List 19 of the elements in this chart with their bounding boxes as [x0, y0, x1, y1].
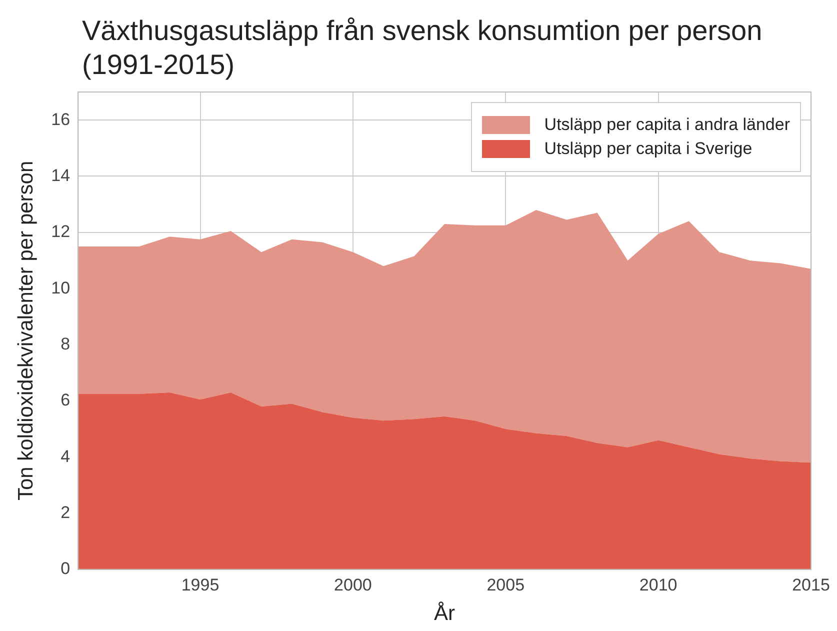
- y-tick-label: 14: [51, 166, 70, 185]
- x-tick-label: 2005: [486, 575, 525, 594]
- legend-label: Utsläpp per capita i Sverige: [544, 139, 752, 159]
- x-tick-label: 2000: [334, 575, 372, 594]
- y-tick-label: 12: [51, 222, 70, 242]
- x-tick-label: 2015: [792, 575, 830, 594]
- x-tick-label: 2010: [639, 575, 678, 594]
- y-tick-label: 6: [60, 390, 70, 410]
- y-tick-label: 2: [60, 502, 70, 522]
- x-axis-title: År: [434, 601, 456, 626]
- x-tick-label: 1995: [181, 575, 220, 594]
- y-axis-title: Ton koldioxidekvivalenter per person: [14, 160, 38, 501]
- y-tick-label: 4: [60, 446, 70, 466]
- y-tick-label: 8: [60, 334, 70, 354]
- chart-title: Växthusgasutsläpp från svensk konsumtion per person (1991-2015): [82, 14, 764, 82]
- y-tick-label: 16: [51, 110, 70, 129]
- legend-label: Utsläpp per capita i andra länder: [544, 115, 790, 135]
- y-tick-label: 0: [60, 559, 70, 578]
- y-tick-label: 10: [51, 278, 70, 298]
